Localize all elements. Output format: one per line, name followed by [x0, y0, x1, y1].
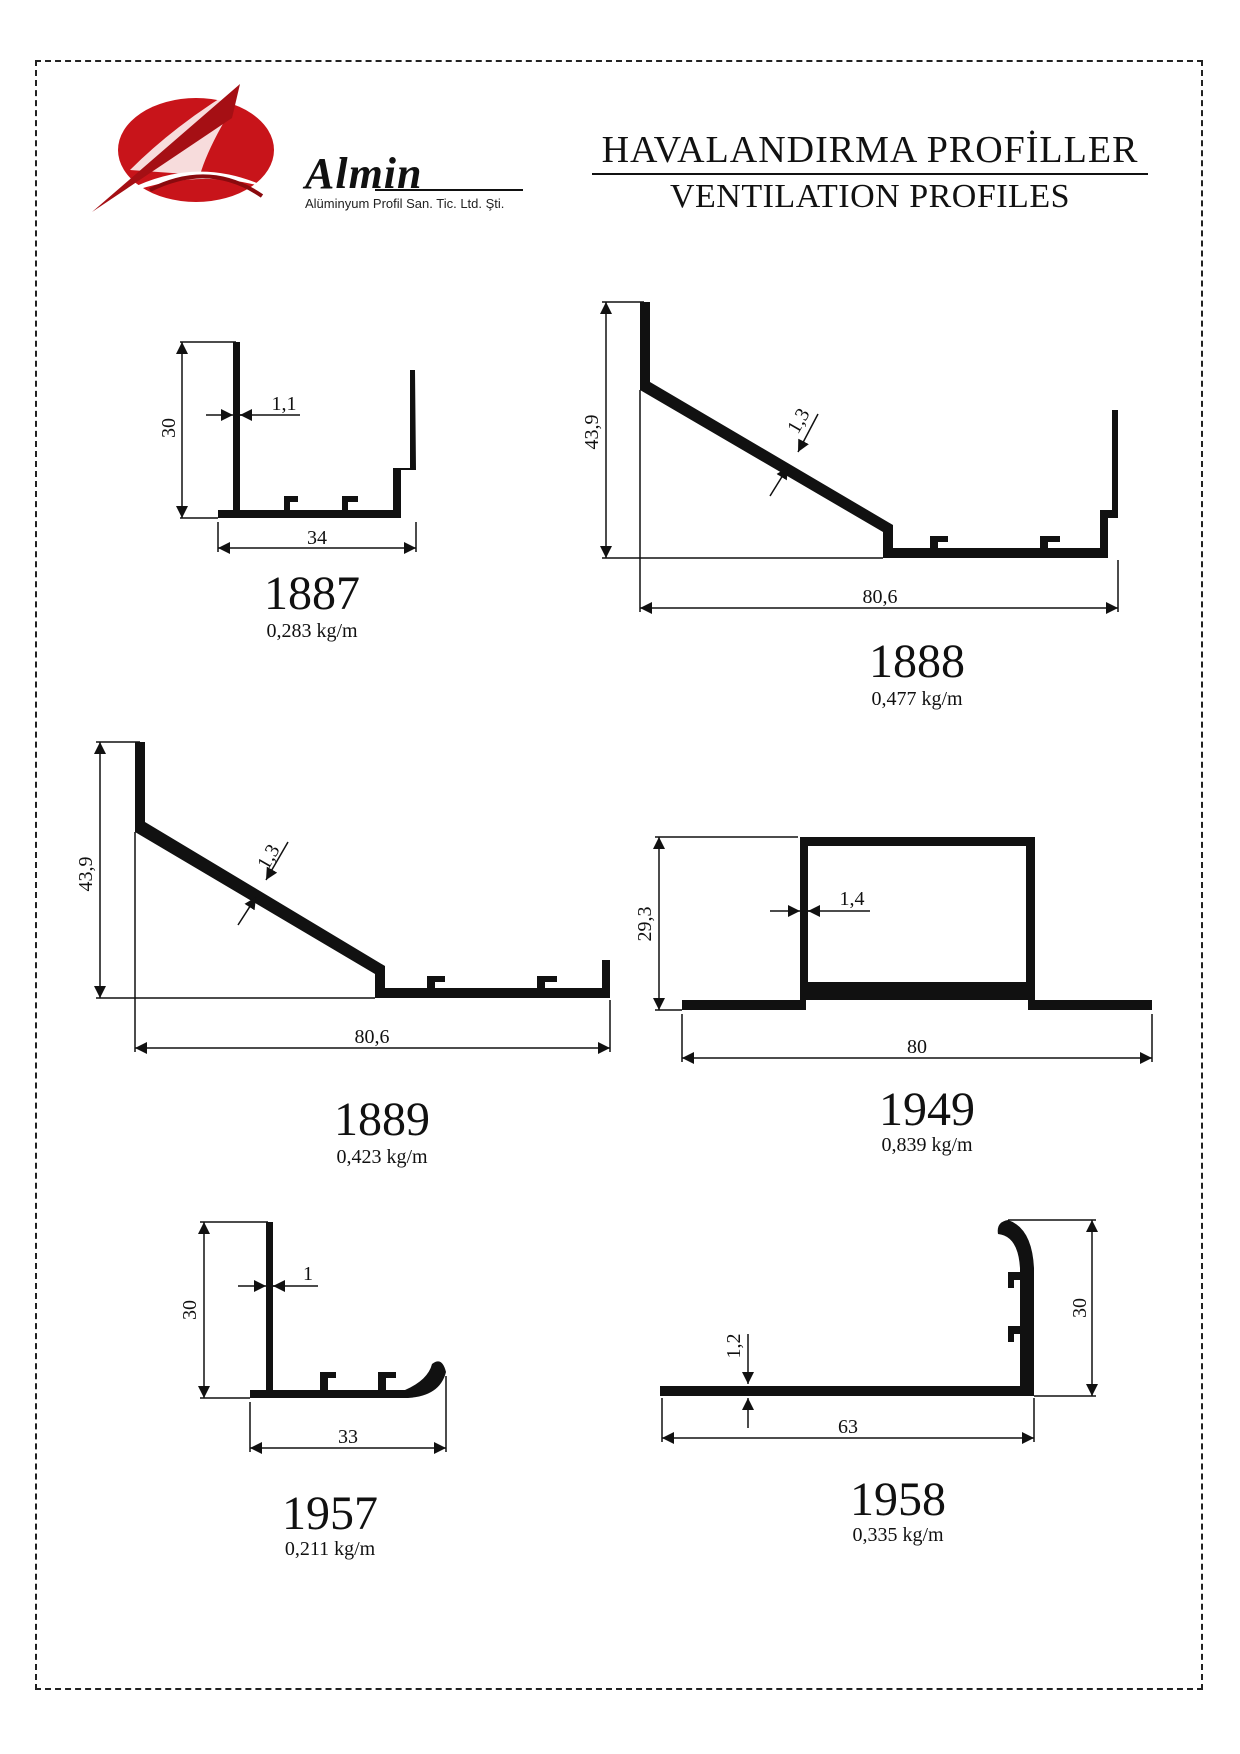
dim-1957-height: 30 [179, 1300, 201, 1320]
profile-1888-drawing [600, 301, 1119, 614]
dashed-frame [35, 60, 1203, 1690]
profile-code-1887: 1887 [264, 567, 360, 620]
profile-code-1949: 1949 [879, 1083, 975, 1136]
dim-1887-thickness: 1,1 [272, 393, 297, 415]
dim-1887-width: 34 [307, 527, 327, 549]
profile-1957-drawing [198, 1221, 447, 1454]
title-rule [592, 173, 1148, 175]
profile-1958-drawing [660, 1219, 1098, 1444]
profile-1949-drawing [653, 836, 1153, 1064]
profile-weight-1887: 0,283 kg/m [266, 620, 358, 642]
profile-code-1888: 1888 [869, 635, 965, 688]
dim-1957-thickness: 1 [303, 1263, 313, 1285]
dim-1888-thickness: 1,3 [783, 405, 815, 438]
dim-1889-width: 80,6 [355, 1026, 390, 1048]
profile-weight-1888: 0,477 kg/m [871, 688, 963, 710]
dim-1888-width: 80,6 [863, 586, 898, 608]
profile-weight-1957: 0,211 kg/m [284, 1538, 376, 1560]
dim-1958-width: 63 [838, 1416, 858, 1438]
dim-1887-height: 30 [158, 418, 180, 438]
dim-1958-height: 30 [1069, 1298, 1091, 1318]
title-turkish: HAVALANDIRMA PROFİLLER [601, 129, 1139, 171]
dim-1889-thickness: 1,3 [253, 841, 285, 874]
dim-1949-width: 80 [907, 1036, 927, 1058]
dim-1889-height: 43,9 [75, 857, 97, 892]
profile-code-1957: 1957 [282, 1487, 378, 1540]
dim-1949-thickness: 1,4 [840, 888, 865, 910]
profile-weight-1958: 0,335 kg/m [852, 1524, 944, 1546]
dim-1958-thickness: 1,2 [723, 1334, 745, 1359]
profile-1889-drawing [94, 741, 611, 1054]
dim-1949-height: 29,3 [634, 907, 656, 942]
title-english: VENTILATION PROFILES [669, 178, 1071, 215]
logo-subtitle: Alüminyum Profil San. Tic. Ltd. Şti. [305, 196, 505, 211]
profile-code-1889: 1889 [334, 1093, 430, 1146]
logo-rule [375, 189, 523, 191]
profile-code-1958: 1958 [850, 1473, 946, 1526]
profile-weight-1949: 0,839 kg/m [881, 1134, 973, 1156]
dim-1888-height: 43,9 [581, 415, 603, 450]
profile-weight-1889: 0,423 kg/m [336, 1146, 428, 1168]
dim-1957-width: 33 [338, 1426, 358, 1448]
profile-1887-drawing [176, 341, 417, 554]
